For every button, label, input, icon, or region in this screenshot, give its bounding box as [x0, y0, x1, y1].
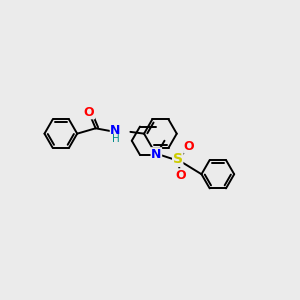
Text: O: O [84, 106, 94, 119]
Text: N: N [110, 124, 121, 137]
Text: O: O [184, 140, 194, 153]
Text: H: H [112, 134, 119, 144]
Text: N: N [151, 148, 161, 161]
Text: O: O [176, 169, 186, 182]
Text: S: S [173, 152, 183, 166]
